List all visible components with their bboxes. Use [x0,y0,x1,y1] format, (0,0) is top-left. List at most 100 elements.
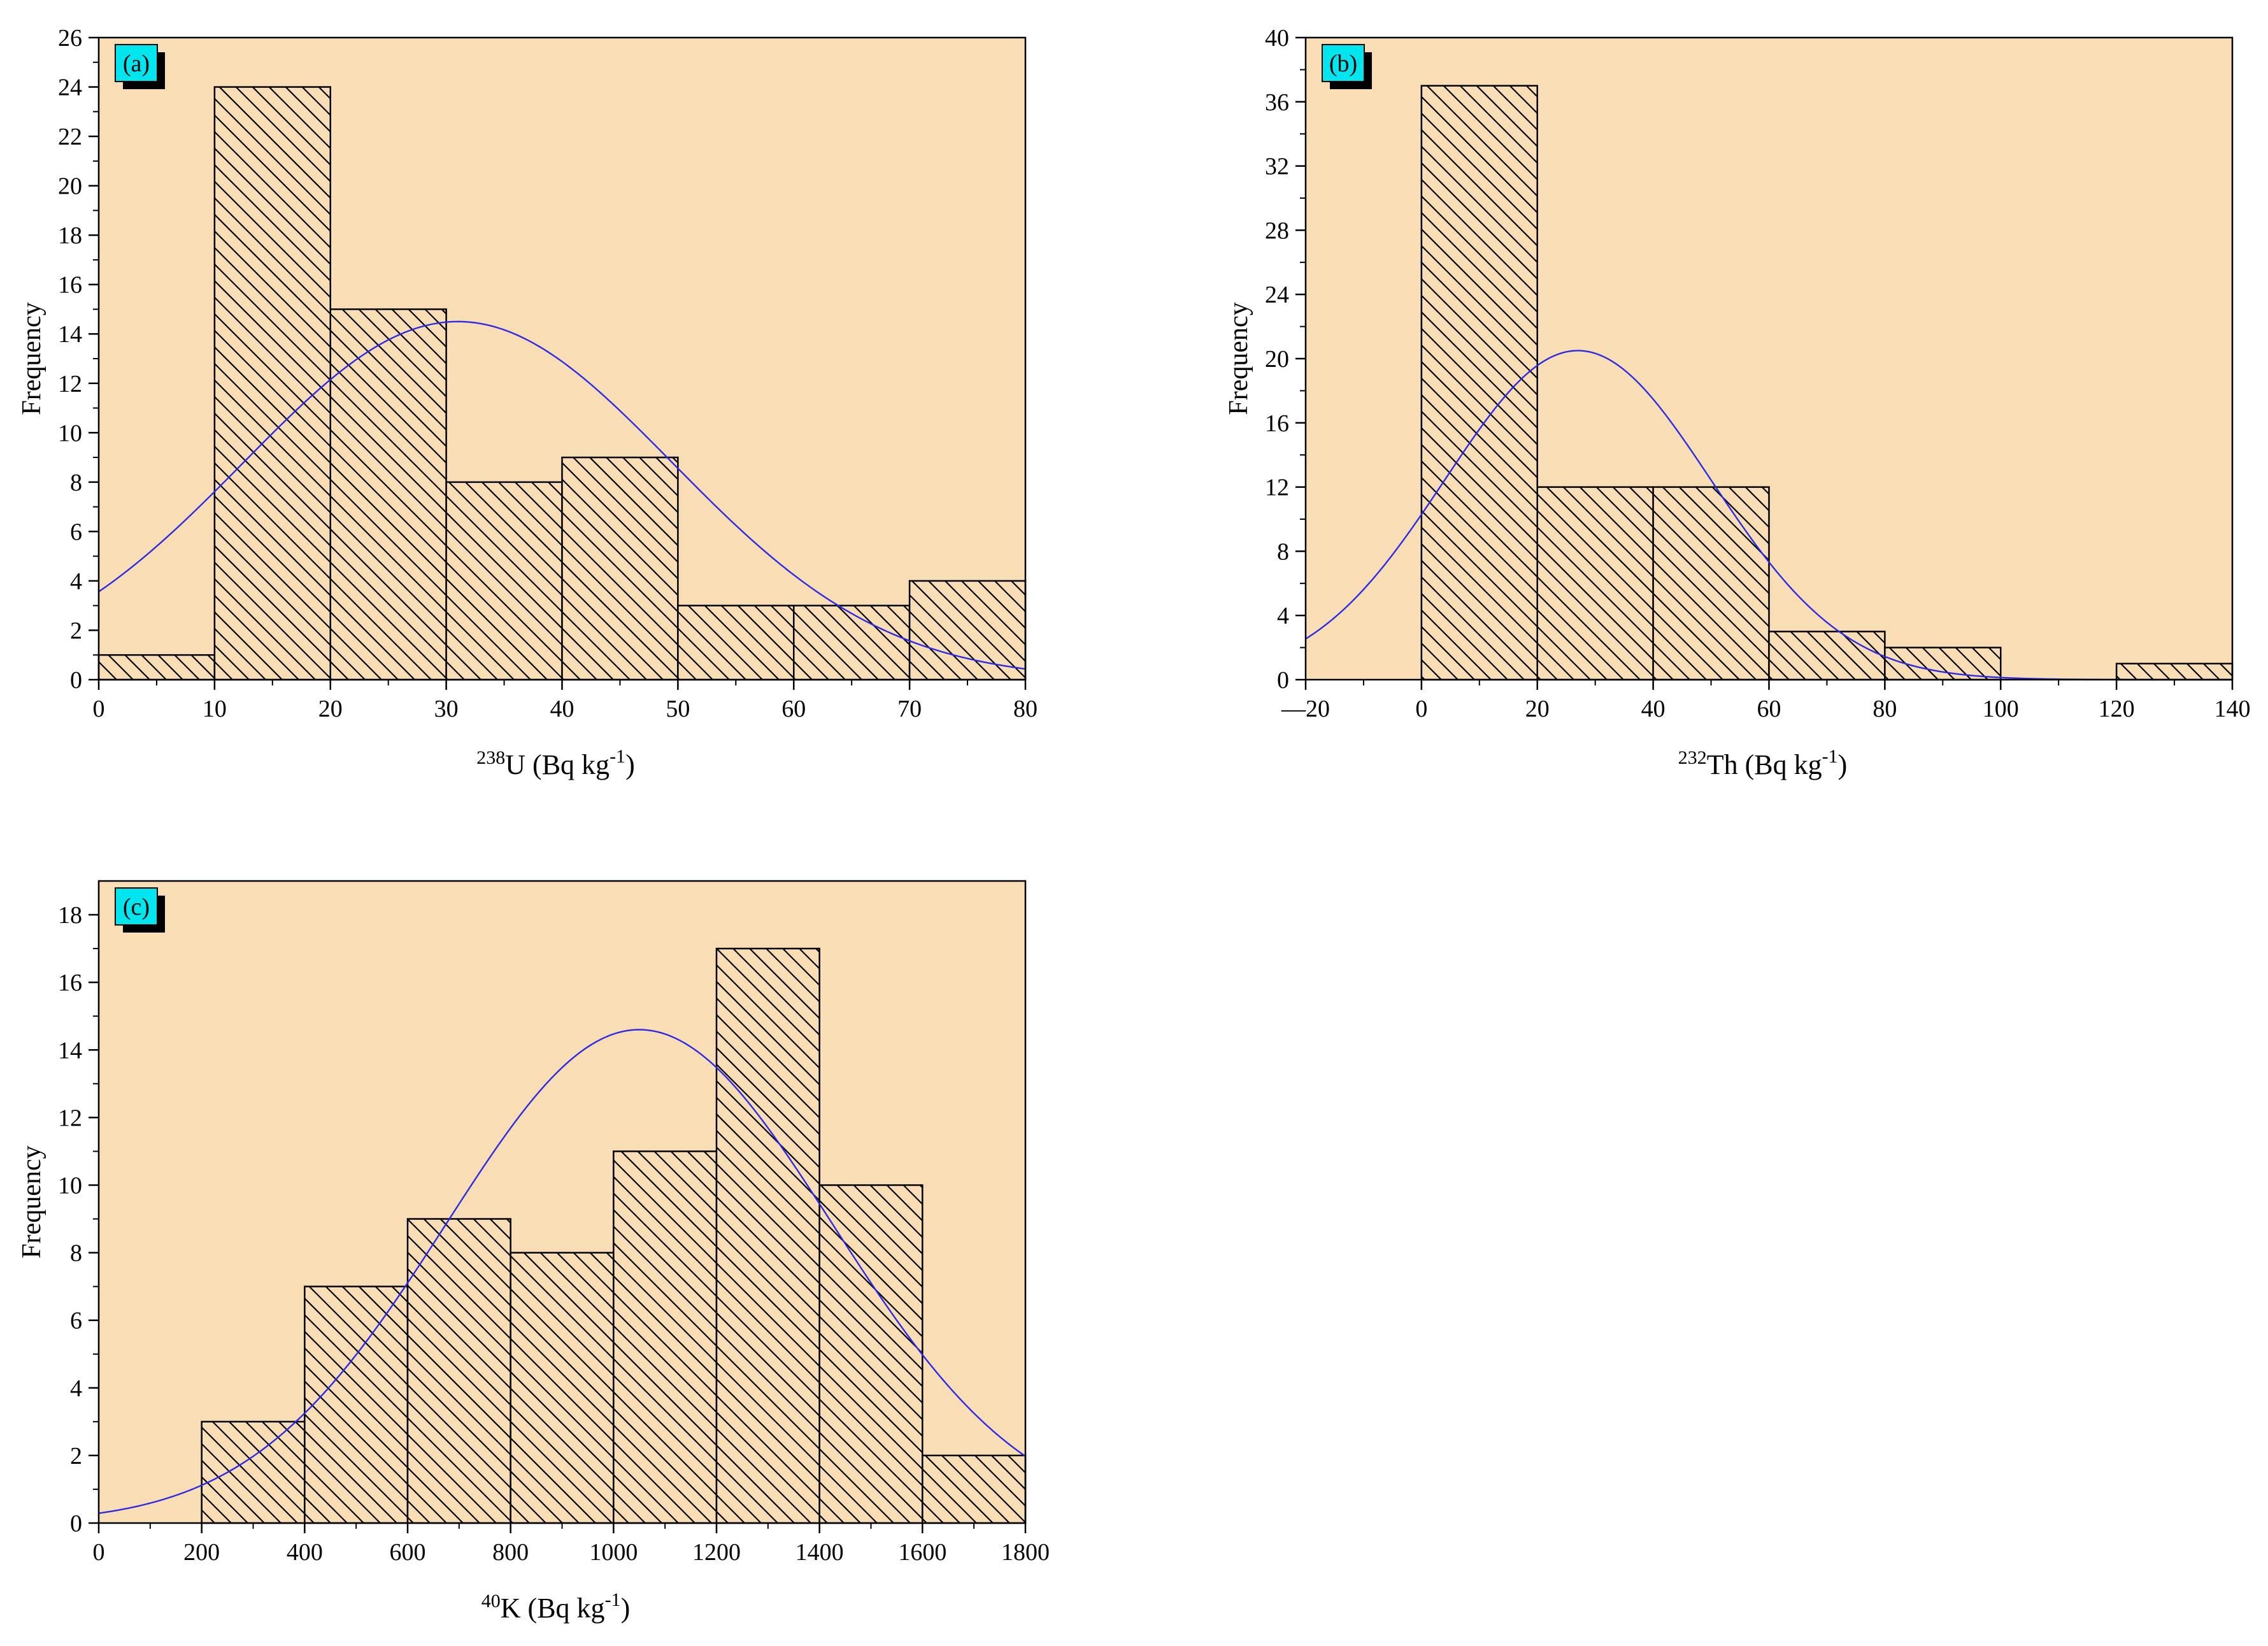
y-tick-label-b-10: 40 [1265,25,1289,52]
bar-c-3 [510,1252,615,1524]
x-tick-label-a-1: 10 [203,696,227,722]
bar-a-0 [97,654,216,681]
x-tick-label-c-9: 1800 [1001,1539,1050,1566]
bar-a-3 [445,481,563,681]
x-tick-label-b-7: 120 [2099,696,2135,722]
bars-c [201,947,1027,1524]
panel-tag-box-b [1322,44,1365,82]
x-axis-title-close-a: ) [625,749,635,780]
bar-c-0 [201,1421,306,1524]
bar-c-7 [922,1454,1027,1524]
panel-tag-label-a: (a) [123,50,150,77]
bar-b-1 [1536,486,1654,681]
y-tick-label-c-1: 2 [70,1443,82,1470]
x-tick-label-a-0: 0 [93,696,105,722]
y-tick-label-a-1: 2 [70,617,82,644]
y-tick-label-c-0: 0 [70,1510,82,1537]
x-axis-title-c: 40K (Bq kg-1) [481,1589,630,1624]
y-tick-label-c-8: 16 [58,970,82,996]
bar-a-6 [793,605,911,681]
y-tick-label-a-4: 8 [70,469,82,496]
panel-tag-box-c [115,887,158,926]
bar-b-2 [1652,486,1770,681]
x-tick-label-c-4: 800 [492,1539,529,1566]
y-tick-label-c-9: 18 [58,902,82,929]
y-tick-label-a-7: 14 [58,321,82,348]
bar-a-5 [677,605,795,681]
y-tick-label-a-9: 18 [58,222,82,249]
x-tick-label-c-6: 1200 [692,1539,741,1566]
y-tick-label-a-3: 6 [70,519,82,545]
y-tick-label-a-8: 16 [58,272,82,299]
y-tick-label-a-12: 24 [58,75,82,101]
histogram-panel-b: —20 0 20 40 60 80 100 120 1400481216202428323640… [1224,25,2251,780]
y-tick-label-b-4: 16 [1265,410,1289,437]
x-tick-label-c-1: 200 [183,1539,220,1566]
bar-c-6 [818,1184,924,1524]
y-tick-label-c-5: 10 [58,1172,82,1199]
bar-b-3 [1768,631,1886,681]
x-axis-title-exp-c: -1 [605,1589,621,1610]
x-tick-label-a-3: 30 [434,696,459,722]
x-axis-title-main-c: K (Bq kg [501,1592,605,1624]
bar-c-5 [715,947,820,1524]
x-tick-label-c-3: 600 [390,1539,426,1566]
y-tick-label-a-5: 10 [58,420,82,447]
x-tick-label-a-8: 80 [1013,696,1038,722]
histogram-panel-c: 0 200 400 600 800 1000 1200 1400 1600 1800 0 2 4 6 8 10… [17,880,1050,1624]
x-axis-title-close-c: ) [621,1592,631,1624]
x-axis-title-sup-b: 232 [1678,747,1707,768]
bar-a-1 [213,86,331,681]
x-tick-label-b-4: 60 [1757,696,1781,722]
y-tick-label-a-6: 12 [58,371,82,397]
bar-c-2 [406,1218,511,1524]
y-tick-label-b-0: 0 [1277,667,1289,694]
y-tick-label-a-11: 22 [58,124,82,150]
x-tick-label-b-5: 80 [1872,696,1897,722]
x-axis-title-sup-c: 40 [481,1591,501,1612]
panel-tag-label-c: (c) [123,894,150,920]
bar-b-6 [2115,662,2234,681]
y-tick-label-a-10: 20 [58,173,82,200]
panel-tag-label-b: (b) [1329,50,1357,77]
axes-c: 0 200 400 600 800 1000 1200 1400 1600 1800 0 2 4 6 8 10… [58,902,1050,1566]
x-tick-label-a-6: 60 [781,696,806,722]
y-tick-label-b-1: 4 [1277,603,1289,629]
bars-a [97,86,1027,681]
x-tick-label-a-5: 50 [666,696,690,722]
y-tick-label-b-3: 12 [1265,475,1289,501]
x-axis-title-exp-a: -1 [610,746,625,767]
x-tick-label-b-6: 100 [1983,696,2019,722]
x-axis-title-b: 232Th (Bq kg-1) [1678,746,1848,780]
y-axis-title-b: Frequency [1224,302,1253,415]
x-tick-label-c-5: 1000 [589,1539,638,1566]
bar-a-7 [908,580,1027,681]
y-tick-label-b-7: 28 [1265,217,1289,244]
x-axis-title-close-b: ) [1838,749,1848,780]
bar-c-1 [304,1285,409,1524]
y-tick-label-b-8: 32 [1265,154,1289,180]
panel-tag-box-a [115,44,158,82]
y-tick-label-c-6: 12 [58,1105,82,1131]
y-tick-label-a-0: 0 [70,667,82,694]
x-tick-label-b-8: 140 [2215,696,2251,722]
histogram-panel-a: 0 10 20 30 40 50 60 70 8002468101214161820222426… [17,25,1038,780]
x-tick-label-c-2: 400 [287,1539,323,1566]
y-tick-label-b-5: 20 [1265,346,1289,373]
bar-b-4 [1884,647,2002,681]
y-axis-title-a: Frequency [17,302,46,415]
x-tick-label-b-2: 20 [1525,696,1550,722]
y-tick-label-b-9: 36 [1265,89,1289,116]
x-axis-title-main-b: Th (Bq kg [1707,749,1822,780]
y-tick-label-c-4: 8 [70,1240,82,1267]
panel-tag-c: (c) [115,887,165,933]
x-tick-label-b-3: 40 [1641,696,1665,722]
x-tick-label-a-4: 40 [550,696,574,722]
bar-a-4 [561,456,679,681]
y-tick-label-b-6: 24 [1265,282,1289,308]
y-tick-label-c-2: 4 [70,1375,82,1402]
x-tick-label-c-0: 0 [93,1539,105,1566]
